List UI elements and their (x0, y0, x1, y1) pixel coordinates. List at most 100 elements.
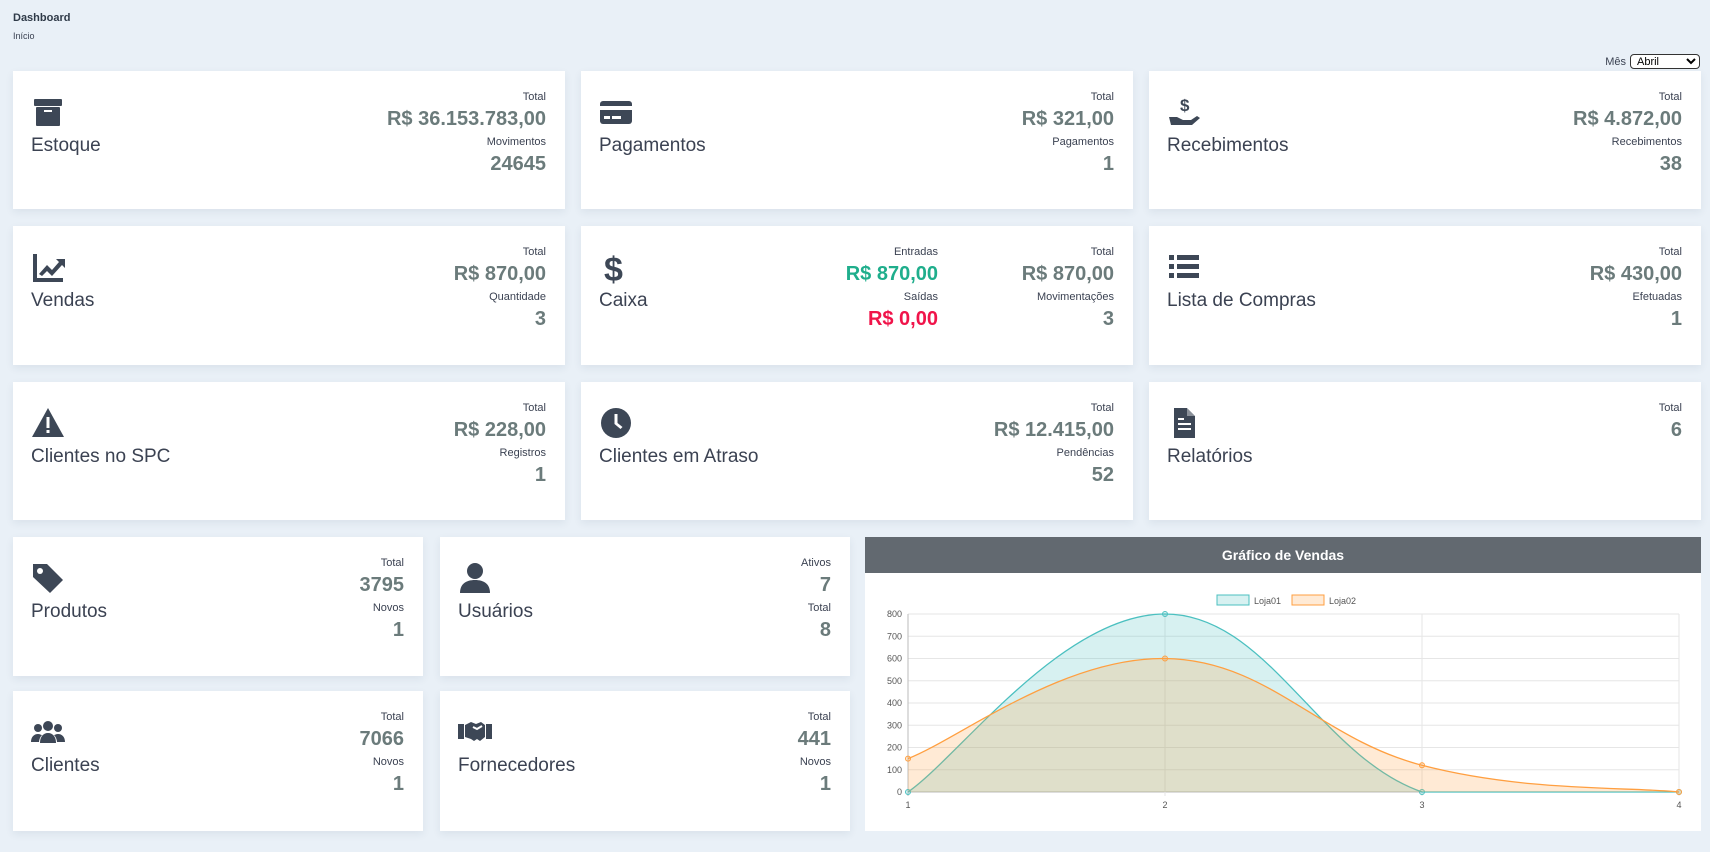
x-tick-label: 4 (1676, 800, 1681, 810)
stat-label: Total (1658, 246, 1682, 258)
y-tick-label: 100 (887, 765, 902, 775)
card-title: Vendas (31, 290, 95, 311)
user-icon (458, 561, 492, 595)
card-stats: Total 3795 Novos 1 (360, 556, 405, 646)
line-loja01 (907, 613, 1679, 793)
stat-value: R$ 228,00 (453, 419, 546, 441)
stat-value: R$ 12.415,00 (993, 419, 1114, 441)
y-tick-label: 0 (897, 787, 902, 797)
stat-value: 8 (819, 619, 831, 641)
breadcrumb: Início (13, 31, 35, 41)
card-lista-compras[interactable]: Lista de Compras Total R$ 430,00 Efetuadas 1 (1149, 226, 1701, 365)
card-stats: Total R$ 36.153.783,00 Movimentos 24645 (387, 90, 546, 180)
svg-text:$: $ (604, 251, 623, 284)
stat-value: 1 (392, 773, 404, 795)
stat-label: Novos (372, 602, 404, 614)
stat-label: Recebimentos (1611, 136, 1682, 148)
stat-label: Total (1658, 91, 1682, 103)
stat-label: Total (807, 602, 831, 614)
card-stats: Total R$ 430,00 Efetuadas 1 (1590, 245, 1682, 335)
stat-label: Efetuadas (1632, 291, 1682, 303)
card-spc[interactable]: Clientes no SPC Total R$ 228,00 Registros 1 (13, 382, 565, 520)
chart-title: Gráfico de Vendas (865, 537, 1701, 573)
card-pagamentos[interactable]: Pagamentos Total R$ 321,00 Pagamentos 1 (581, 71, 1133, 209)
card-title: Recebimentos (1167, 135, 1289, 156)
y-tick-label: 600 (887, 654, 902, 664)
card-fornecedores[interactable]: Fornecedores Total 441 Novos 1 (440, 691, 850, 831)
card-stats: Total 6 (1659, 401, 1682, 446)
stat-value: R$ 870,00 (453, 263, 546, 285)
sales-chart: 0 100 200 300 400 500 600 700 800 1 2 3 4 Loja01 Loja0… (887, 594, 1682, 810)
chart-line-icon (31, 250, 65, 284)
file-icon (1167, 406, 1201, 440)
clock-icon (599, 406, 633, 440)
month-select[interactable]: Abril (1630, 54, 1700, 69)
card-estoque[interactable]: Estoque Total R$ 36.153.783,00 Movimentos 24… (13, 71, 565, 209)
stat-label: Pendências (1056, 447, 1115, 459)
stat-value: 38 (1659, 153, 1682, 175)
card-title: Clientes em Atraso (599, 446, 759, 467)
data-point-loja01 (1419, 789, 1425, 795)
handshake-icon (458, 715, 492, 749)
card-title: Clientes no SPC (31, 446, 171, 467)
stat-label: Total (522, 246, 546, 258)
stat-label: Movimentações (1036, 291, 1114, 303)
card-atraso[interactable]: Clientes em Atraso Total R$ 12.415,00 Pendê… (581, 382, 1133, 520)
data-point-loja01 (905, 789, 911, 795)
card-vendas[interactable]: Vendas Total R$ 870,00 Quantidade 3 (13, 226, 565, 365)
stat-label: Total (380, 557, 404, 569)
stat-value: 1 (1670, 308, 1682, 330)
area-loja02 (908, 658, 1679, 792)
y-tick-label: 500 (887, 676, 902, 686)
stat-label: Total (1090, 91, 1114, 103)
card-stats: Total R$ 870,00 Movimentações 3 (1022, 245, 1114, 335)
card-caixa[interactable]: $ Caixa Entradas R$ 870,00 Saídas R$ 0,00 Tot… (581, 226, 1133, 365)
y-tick-label: 200 (887, 743, 902, 753)
stat-label: Total (380, 711, 404, 723)
stat-label: Pagamentos (1052, 136, 1114, 148)
sales-chart-panel: Gráfico de Vendas 0 100 200 300 400 500 600 700… (865, 537, 1701, 831)
legend-label: Loja01 (1254, 596, 1281, 606)
stat-label: Novos (799, 756, 831, 768)
card-clientes[interactable]: Clientes Total 7066 Novos 1 (13, 691, 423, 831)
card-usuarios[interactable]: Usuários Ativos 7 Total 8 (440, 537, 850, 676)
card-recebimentos[interactable]: $ Recebimentos Total R$ 4.872,00 Recebiment… (1149, 71, 1701, 209)
x-tick-label: 3 (1419, 800, 1424, 810)
stat-value: 7066 (359, 728, 405, 750)
data-point-loja02 (1162, 655, 1168, 662)
stat-label: Novos (372, 756, 404, 768)
card-title: Pagamentos (599, 135, 706, 156)
tag-icon (31, 561, 65, 595)
card-stats: Total R$ 4.872,00 Recebimentos 38 (1573, 90, 1682, 180)
month-label: Mês (1605, 55, 1626, 68)
stat-value: R$ 4.872,00 (1573, 108, 1682, 130)
archive-box-icon (31, 95, 65, 129)
card-title: Clientes (31, 755, 100, 776)
data-point-loja02 (1676, 789, 1682, 795)
y-tick-label: 300 (887, 720, 902, 730)
stat-value: 3 (1102, 308, 1114, 330)
stat-value: 441 (797, 728, 831, 750)
cash-flow-stats: Entradas R$ 870,00 Saídas R$ 0,00 (846, 245, 938, 335)
card-relatorios[interactable]: Relatórios Total 6 (1149, 382, 1701, 520)
card-produtos[interactable]: Produtos Total 3795 Novos 1 (13, 537, 423, 676)
month-filter: Mês Abril (1605, 54, 1700, 69)
card-title: Caixa (599, 290, 648, 311)
dollar-sign-icon: $ (599, 250, 633, 289)
data-point-loja02 (1419, 762, 1425, 769)
card-stats: Total 7066 Novos 1 (360, 710, 405, 800)
stat-value: 3795 (359, 574, 405, 596)
page-title: Dashboard (13, 12, 71, 24)
stat-label: Ativos (801, 557, 831, 569)
list-icon (1167, 250, 1201, 284)
card-stats: Total R$ 228,00 Registros 1 (454, 401, 546, 491)
stat-label: Registros (499, 447, 546, 459)
line-loja02 (907, 657, 1680, 793)
card-title: Usuários (458, 601, 533, 622)
stat-value: 1 (819, 773, 831, 795)
x-tick-label: 1 (905, 800, 910, 810)
card-title: Estoque (31, 135, 101, 156)
card-stats: Total 441 Novos 1 (798, 710, 831, 800)
legend-label: Loja02 (1329, 596, 1356, 606)
stat-value: R$ 36.153.783,00 (386, 108, 546, 130)
